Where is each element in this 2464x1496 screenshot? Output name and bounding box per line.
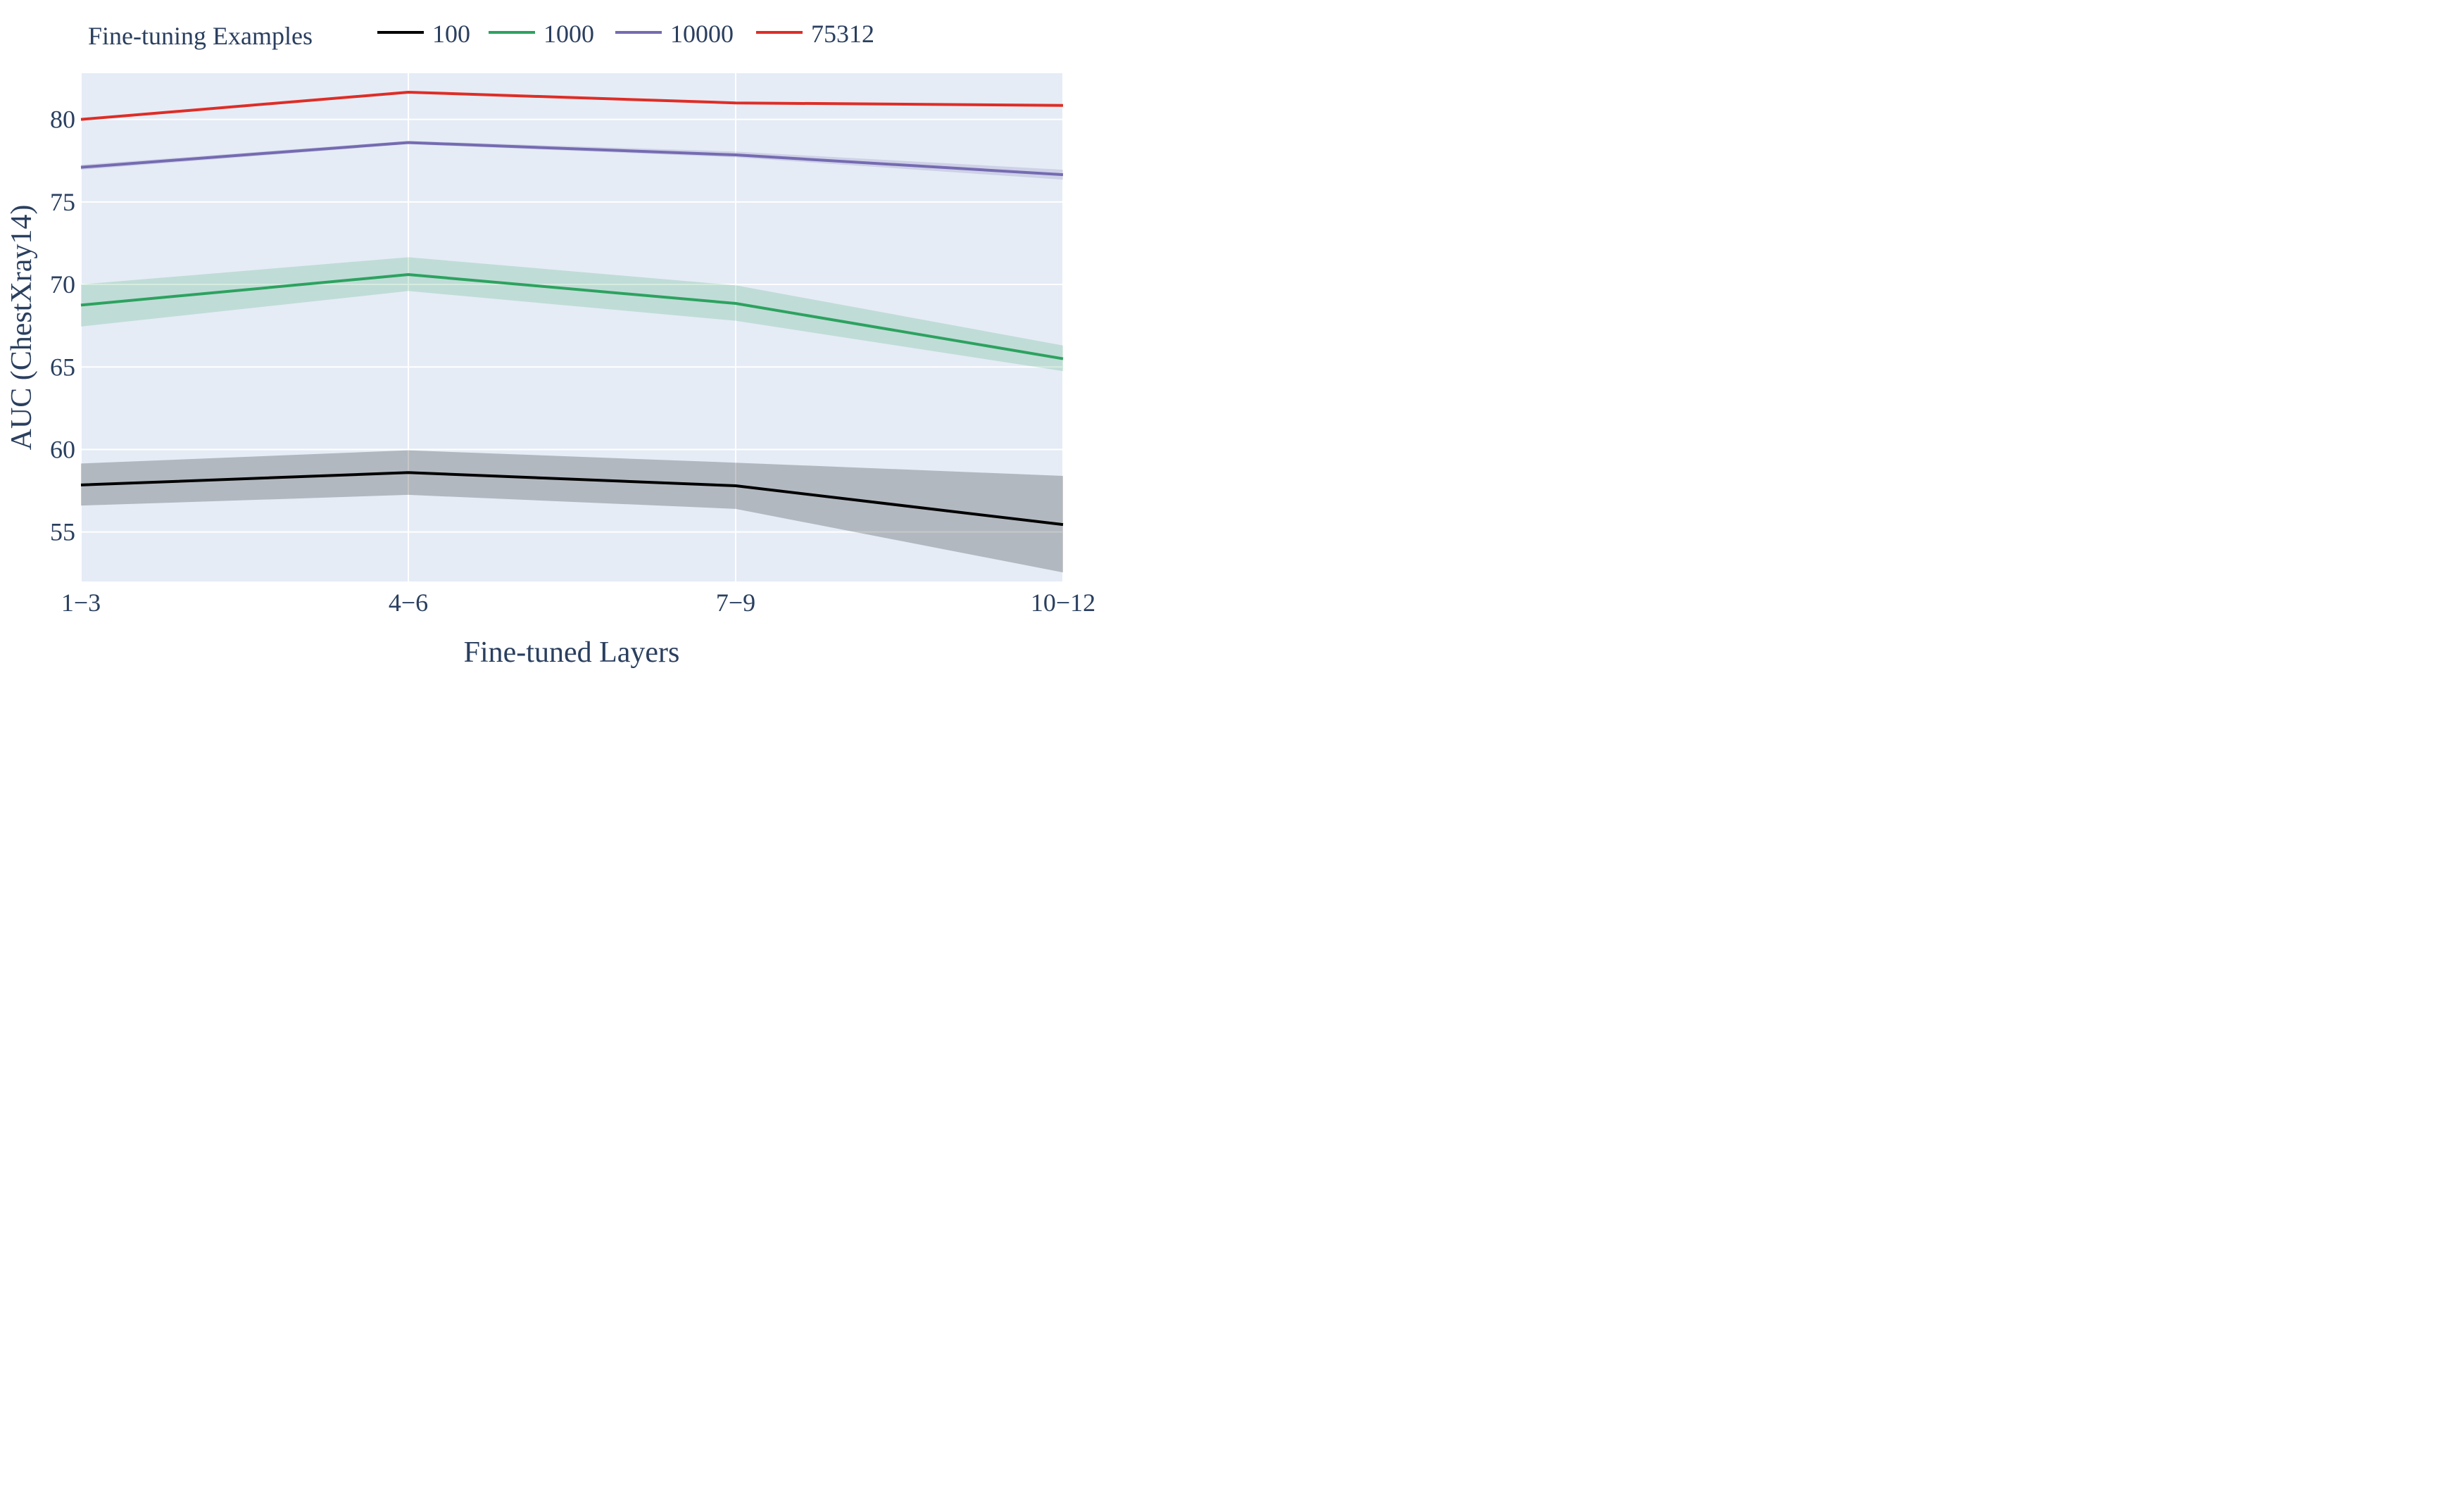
legend: Fine-tuning Examples 100 1000 10000 75312	[88, 20, 874, 50]
band-100	[81, 450, 1063, 573]
legend-label-75312: 75312	[811, 20, 874, 48]
legend-label-10000: 10000	[670, 20, 734, 48]
x-axis-ticks: 1−3 4−6 7−9 10−12	[61, 589, 1095, 617]
x-tick-label: 4−6	[389, 589, 428, 617]
x-tick-label: 1−3	[61, 589, 101, 617]
series-line-10000	[80, 141, 1064, 177]
legend-label-100: 100	[432, 20, 470, 48]
x-tick-label: 7−9	[716, 589, 755, 617]
series-line-100	[80, 471, 1064, 527]
legend-title: Fine-tuning Examples	[88, 22, 313, 50]
y-tick-label: 75	[50, 188, 75, 216]
y-tick-label: 55	[50, 518, 75, 546]
plot-background	[81, 73, 1063, 582]
y-tick-label: 70	[50, 270, 75, 298]
band-10000	[81, 141, 1063, 180]
y-tick-label: 80	[50, 106, 75, 134]
series-line-1000	[80, 272, 1064, 360]
y-tick-label: 60	[50, 435, 75, 463]
legend-label-1000: 1000	[543, 20, 594, 48]
x-axis-title: Fine-tuned Layers	[464, 636, 680, 669]
series-line-75312	[80, 90, 1064, 121]
series-lines	[80, 90, 1064, 527]
y-axis-title: AUC (ChestXray14)	[6, 205, 38, 451]
x-tick-label: 10−12	[1031, 589, 1095, 617]
y-axis-ticks: 55 60 65 70 75 80	[50, 106, 75, 546]
grid-lines	[80, 73, 1064, 582]
y-tick-label: 65	[50, 353, 75, 381]
band-1000	[81, 257, 1063, 372]
line-chart: 55 60 65 70 75 80 1−3 4−6 7−9 10−12 Fine-tuned L…	[6, 20, 1095, 669]
